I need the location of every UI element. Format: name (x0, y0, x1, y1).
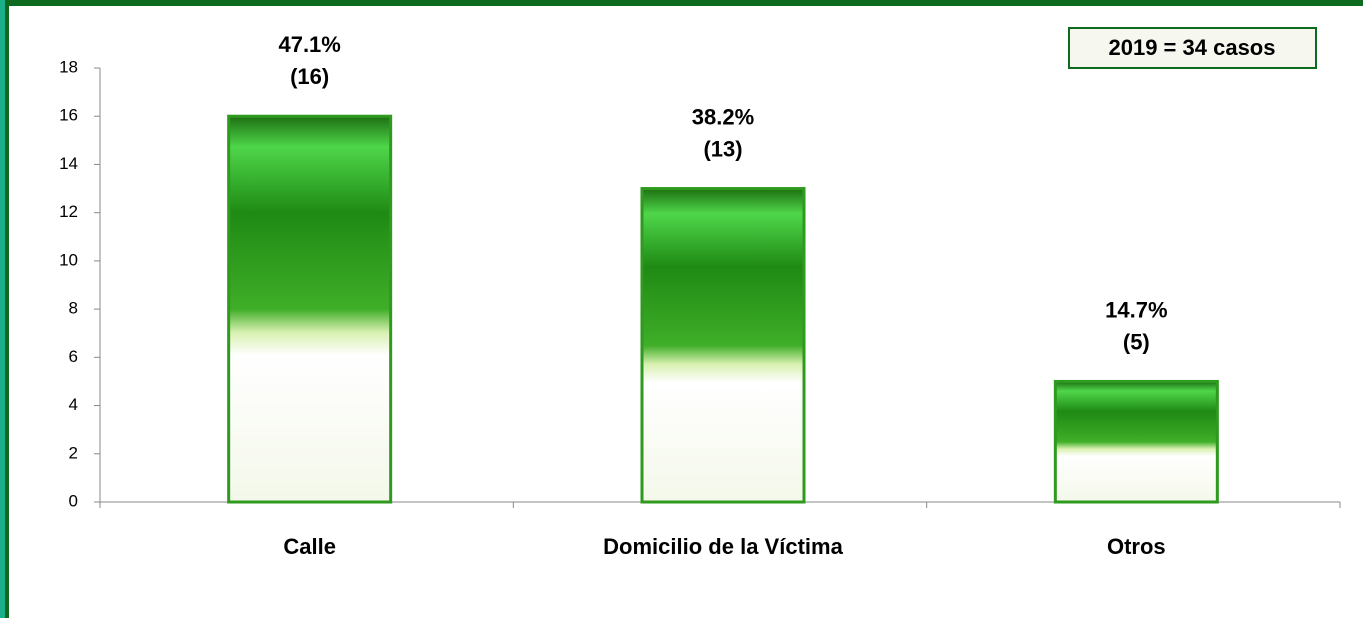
y-tick-label: 6 (69, 347, 78, 366)
value-label: (5) (1123, 329, 1150, 354)
y-tick-label: 10 (59, 250, 78, 269)
y-tick-label: 12 (59, 202, 78, 221)
value-label: (16) (290, 64, 329, 89)
left-border (0, 0, 5, 618)
percent-label: 38.2% (692, 104, 754, 129)
bar (1053, 379, 1219, 504)
percent-label: 47.1% (278, 32, 340, 57)
y-tick-label: 4 (69, 395, 78, 414)
x-tick-label: Otros (1107, 534, 1166, 559)
top-border (0, 0, 1363, 6)
y-tick-label: 8 (69, 299, 78, 318)
y-tick-label: 18 (59, 57, 78, 76)
bar (227, 114, 393, 504)
y-tick-label: 16 (59, 106, 78, 125)
bar (640, 187, 806, 504)
annotation: 2019 = 34 casos (1109, 35, 1276, 60)
percent-label: 14.7% (1105, 297, 1167, 322)
x-tick-label: Calle (283, 534, 336, 559)
value-label: (13) (703, 136, 742, 161)
y-tick-label: 2 (69, 443, 78, 462)
y-tick-label: 0 (69, 491, 78, 510)
left-border-inner (5, 0, 9, 618)
y-tick-label: 14 (59, 154, 78, 173)
x-tick-label: Domicilio de la Víctima (603, 534, 843, 559)
annotation-box (1068, 27, 1317, 69)
